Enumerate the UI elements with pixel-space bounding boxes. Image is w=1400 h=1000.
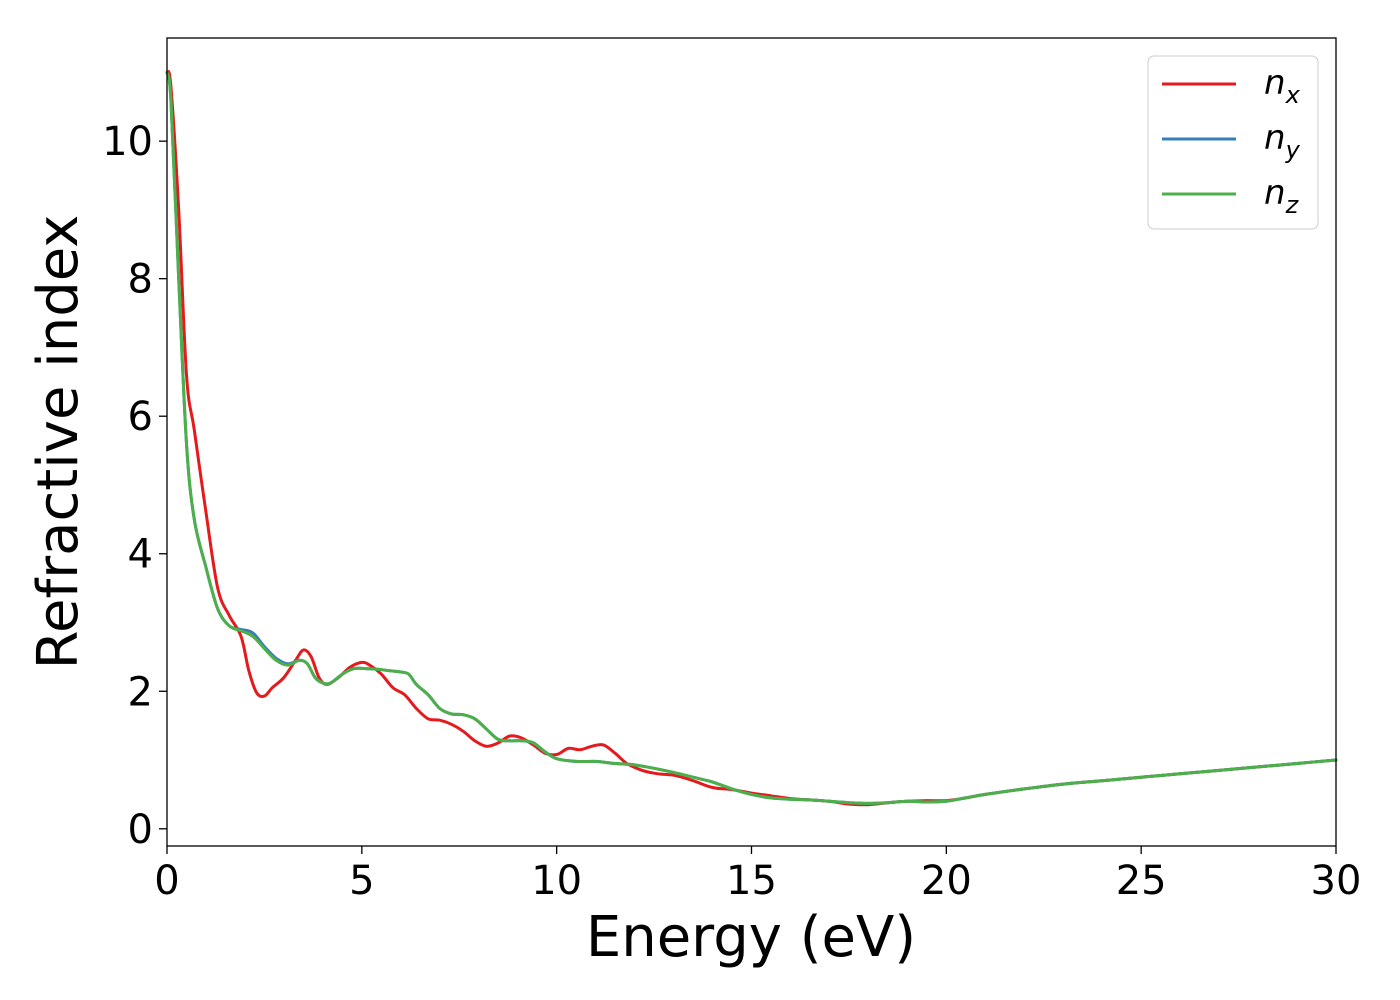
x-tick-label: 10 bbox=[531, 858, 582, 904]
x-tick-label: 0 bbox=[154, 858, 179, 904]
x-axis-ticks: 0 5 10 15 20 25 30 bbox=[154, 846, 1361, 904]
x-tick-label: 25 bbox=[1116, 858, 1167, 904]
y-axis-ticks: 0 2 4 6 8 10 bbox=[102, 119, 167, 853]
x-tick-label: 15 bbox=[726, 858, 777, 904]
y-tick-label: 6 bbox=[128, 394, 153, 440]
y-axis-title: Refractive index bbox=[26, 215, 91, 670]
y-tick-label: 0 bbox=[128, 807, 153, 853]
x-axis-title: Energy (eV) bbox=[586, 905, 916, 970]
series-line-z bbox=[165, 70, 1338, 805]
y-tick-label: 8 bbox=[128, 257, 153, 303]
x-tick-label: 20 bbox=[921, 858, 972, 904]
y-tick-label: 2 bbox=[128, 669, 153, 715]
y-tick-label: 10 bbox=[102, 119, 153, 165]
legend-box bbox=[1147, 55, 1319, 230]
x-tick-label: 30 bbox=[1311, 858, 1362, 904]
x-tick-label: 5 bbox=[349, 858, 374, 904]
series-layer bbox=[165, 70, 1338, 807]
plot-area bbox=[167, 38, 1336, 846]
y-tick-label: 4 bbox=[128, 532, 153, 578]
